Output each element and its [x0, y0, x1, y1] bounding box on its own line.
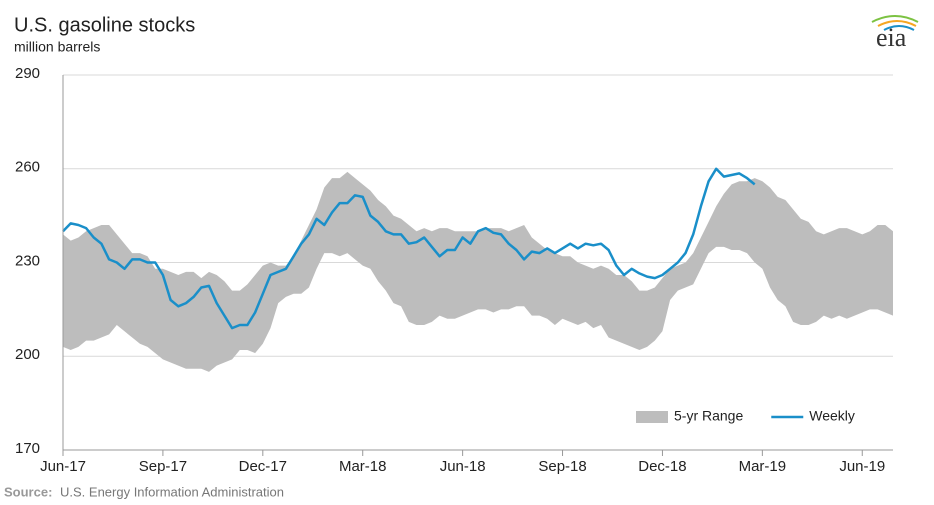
- range-band: [63, 171, 893, 372]
- x-tick-label: Mar-18: [339, 458, 387, 475]
- x-tick-label: Dec-17: [239, 458, 287, 475]
- chart-subtitle: million barrels: [14, 39, 100, 55]
- y-tick-label: 290: [15, 65, 40, 82]
- y-tick-label: 170: [15, 440, 40, 457]
- legend-label: Weekly: [809, 408, 855, 424]
- y-tick-label: 230: [15, 252, 40, 269]
- logo-arc: [883, 25, 915, 31]
- logo-arc: [871, 15, 919, 23]
- y-tick-label: 260: [15, 159, 40, 176]
- x-tick-label: Sep-17: [139, 458, 187, 475]
- legend-label: 5-yr Range: [674, 408, 743, 424]
- weekly-line: [62, 167, 756, 330]
- x-tick-label: Dec-18: [638, 458, 686, 475]
- legend-swatch: [636, 411, 668, 423]
- x-tick-label: Jun-18: [440, 458, 486, 475]
- x-tick-label: Mar-19: [739, 458, 787, 475]
- source-label: Source:: [4, 484, 52, 499]
- x-tick-label: Jun-19: [839, 458, 885, 475]
- x-tick-label: Sep-18: [538, 458, 586, 475]
- y-tick-label: 200: [15, 346, 40, 363]
- source: U.S. Energy Information Administration: [60, 484, 284, 499]
- x-tick-label: Jun-17: [40, 458, 86, 475]
- chart-title: U.S. gasoline stocks: [14, 14, 195, 36]
- logo-arc: [877, 20, 917, 27]
